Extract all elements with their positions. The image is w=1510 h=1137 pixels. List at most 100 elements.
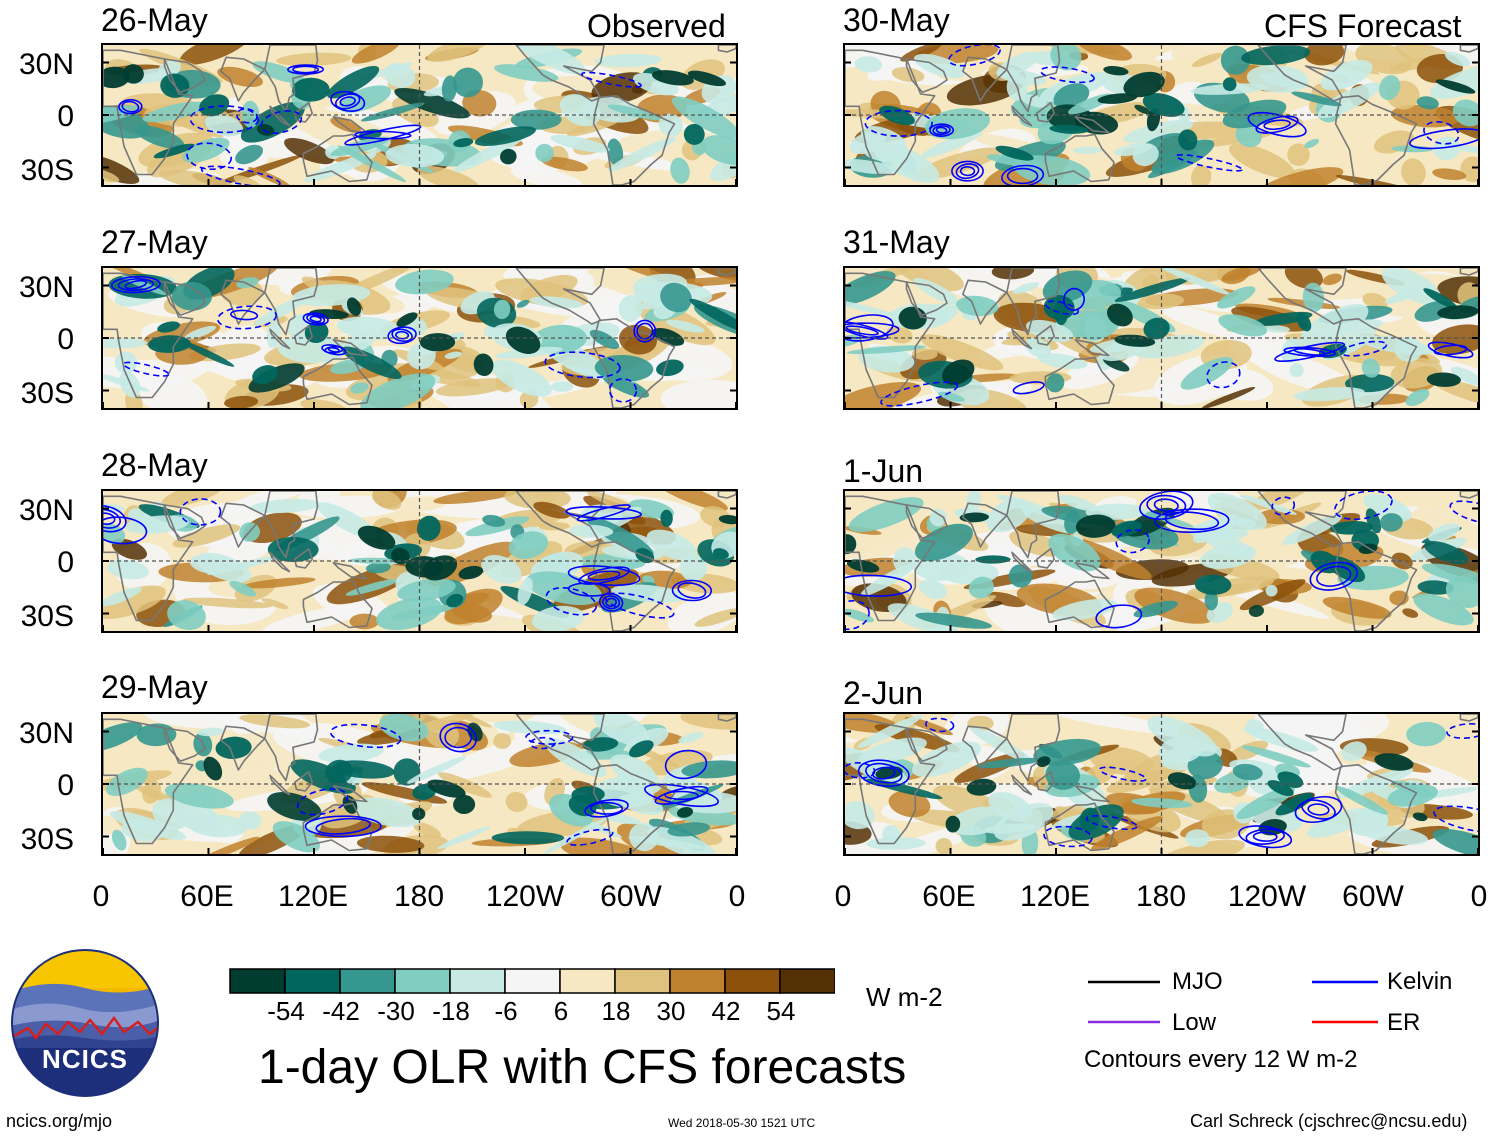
olr-anomaly-patch (1131, 797, 1193, 809)
olr-anomaly-patch (681, 760, 736, 779)
olr-anomaly-patch (392, 97, 439, 127)
olr-anomaly-patch (1391, 145, 1433, 153)
kelvin-contour (329, 723, 402, 749)
olr-anomaly-patch (397, 578, 456, 602)
olr-anomaly-patch (391, 547, 410, 565)
coastline (332, 785, 368, 803)
olr-anomaly-patch (379, 714, 429, 742)
lat-tick: 30N (18, 717, 74, 750)
olr-anomaly-patch (845, 271, 896, 306)
colorbar-swatch (339, 968, 396, 994)
lon-tick: 60E (180, 880, 234, 913)
olr-anomaly-patch (1282, 514, 1343, 545)
olr-anomaly-patch (142, 780, 162, 804)
olr-anomaly-patch (589, 329, 620, 349)
kelvin-contour (344, 124, 422, 146)
colorbar-swatch (669, 968, 726, 994)
olr-anomaly-patch (1444, 51, 1471, 67)
colorbar-label: -30 (377, 996, 415, 1026)
coastline (845, 272, 936, 399)
olr-anomaly-patch (1157, 268, 1231, 295)
panel-date: 28-May (101, 447, 208, 483)
olr-anomaly-patch (1024, 337, 1052, 358)
olr-anomaly-patch (346, 297, 362, 316)
kelvin-contour (103, 504, 127, 533)
olr-field (845, 268, 1478, 408)
olr-anomaly-patch (1428, 523, 1460, 542)
olr-anomaly-patch (438, 772, 492, 798)
olr-anomaly-patch (891, 67, 925, 83)
lon-tick: 120W (485, 880, 565, 913)
kelvin-contour (633, 319, 657, 343)
olr-anomaly-patch (1191, 52, 1223, 68)
panel-date: 31-May (843, 224, 950, 260)
olr-anomaly-patch (122, 64, 144, 84)
colorbar-label: -54 (267, 996, 305, 1026)
colorbar-swatch (394, 968, 451, 994)
kelvin-contour (1309, 561, 1358, 591)
coastline (302, 356, 373, 406)
olr-anomaly-patch (1322, 273, 1342, 286)
olr-anomaly-patch (1374, 753, 1414, 771)
olr-anomaly-patch (531, 324, 587, 355)
lat-tick: 0 (57, 323, 74, 356)
olr-field (845, 45, 1478, 185)
olr-anomaly-patch (1132, 143, 1159, 167)
olr-anomaly-patch (677, 807, 693, 818)
coastline (1257, 45, 1347, 102)
olr-anomaly-patch (946, 73, 1024, 106)
coastline (1044, 802, 1115, 852)
olr-anomaly-patch (1345, 373, 1395, 393)
olr-anomaly-patch (217, 66, 263, 87)
olr-anomaly-patch (1076, 45, 1132, 61)
olr-anomaly-patch (395, 269, 454, 295)
olr-anomaly-patch (854, 56, 883, 73)
lon-tick: 0 (728, 880, 746, 913)
coastline (717, 491, 736, 499)
olr-anomaly-patch (1106, 769, 1173, 794)
lon-tick: 60W (600, 880, 662, 913)
olr-anomaly-patch (267, 792, 322, 821)
lat-tick: 30S (20, 154, 74, 187)
panel-date: 1-Jun (843, 453, 924, 489)
olr-anomaly-patch (651, 70, 694, 86)
olr-anomaly-patch (224, 395, 259, 408)
logo-graphic (11, 949, 159, 1097)
olr-anomaly-patch (966, 778, 997, 796)
olr-map (101, 712, 738, 856)
olr-anomaly-patch (647, 826, 718, 854)
olr-anomaly-patch (1151, 139, 1215, 175)
kelvin-contour (525, 729, 574, 745)
coastline (103, 272, 194, 399)
kelvin-contour (1115, 529, 1150, 554)
olr-anomaly-patch (416, 515, 441, 541)
coastline (592, 541, 676, 631)
lon-tick: 120W (1227, 880, 1307, 913)
coastline (269, 774, 291, 796)
source-url[interactable]: ncics.org/mjo (6, 1111, 113, 1131)
kelvin-contour (439, 722, 477, 753)
lat-tick: 30S (20, 600, 74, 633)
lat-tick: 30N (18, 48, 74, 81)
olr-anomaly-patch (318, 743, 384, 763)
colorbar-label: 30 (656, 996, 686, 1026)
kelvin-contour (1271, 496, 1296, 516)
olr-anomaly-patch (845, 382, 922, 408)
olr-anomaly-patch (710, 149, 736, 181)
olr-anomaly-patch (357, 525, 396, 550)
kelvin-contour (287, 64, 325, 75)
coastline (1044, 579, 1115, 629)
coastline (1011, 328, 1033, 350)
coastline (332, 116, 368, 134)
olr-anomaly-patch (1402, 608, 1419, 618)
olr-anomaly-patch (412, 807, 426, 821)
olr-anomaly-patch (516, 299, 530, 308)
olr-anomaly-patch (845, 608, 875, 623)
kelvin-contour (671, 579, 713, 602)
coastline (332, 339, 368, 357)
olr-anomaly-patch (671, 96, 736, 139)
olr-anomaly-patch (966, 491, 981, 515)
olr-anomaly-patch (256, 124, 275, 136)
olr-anomaly-patch (1123, 119, 1194, 143)
olr-anomaly-patch (535, 143, 554, 163)
